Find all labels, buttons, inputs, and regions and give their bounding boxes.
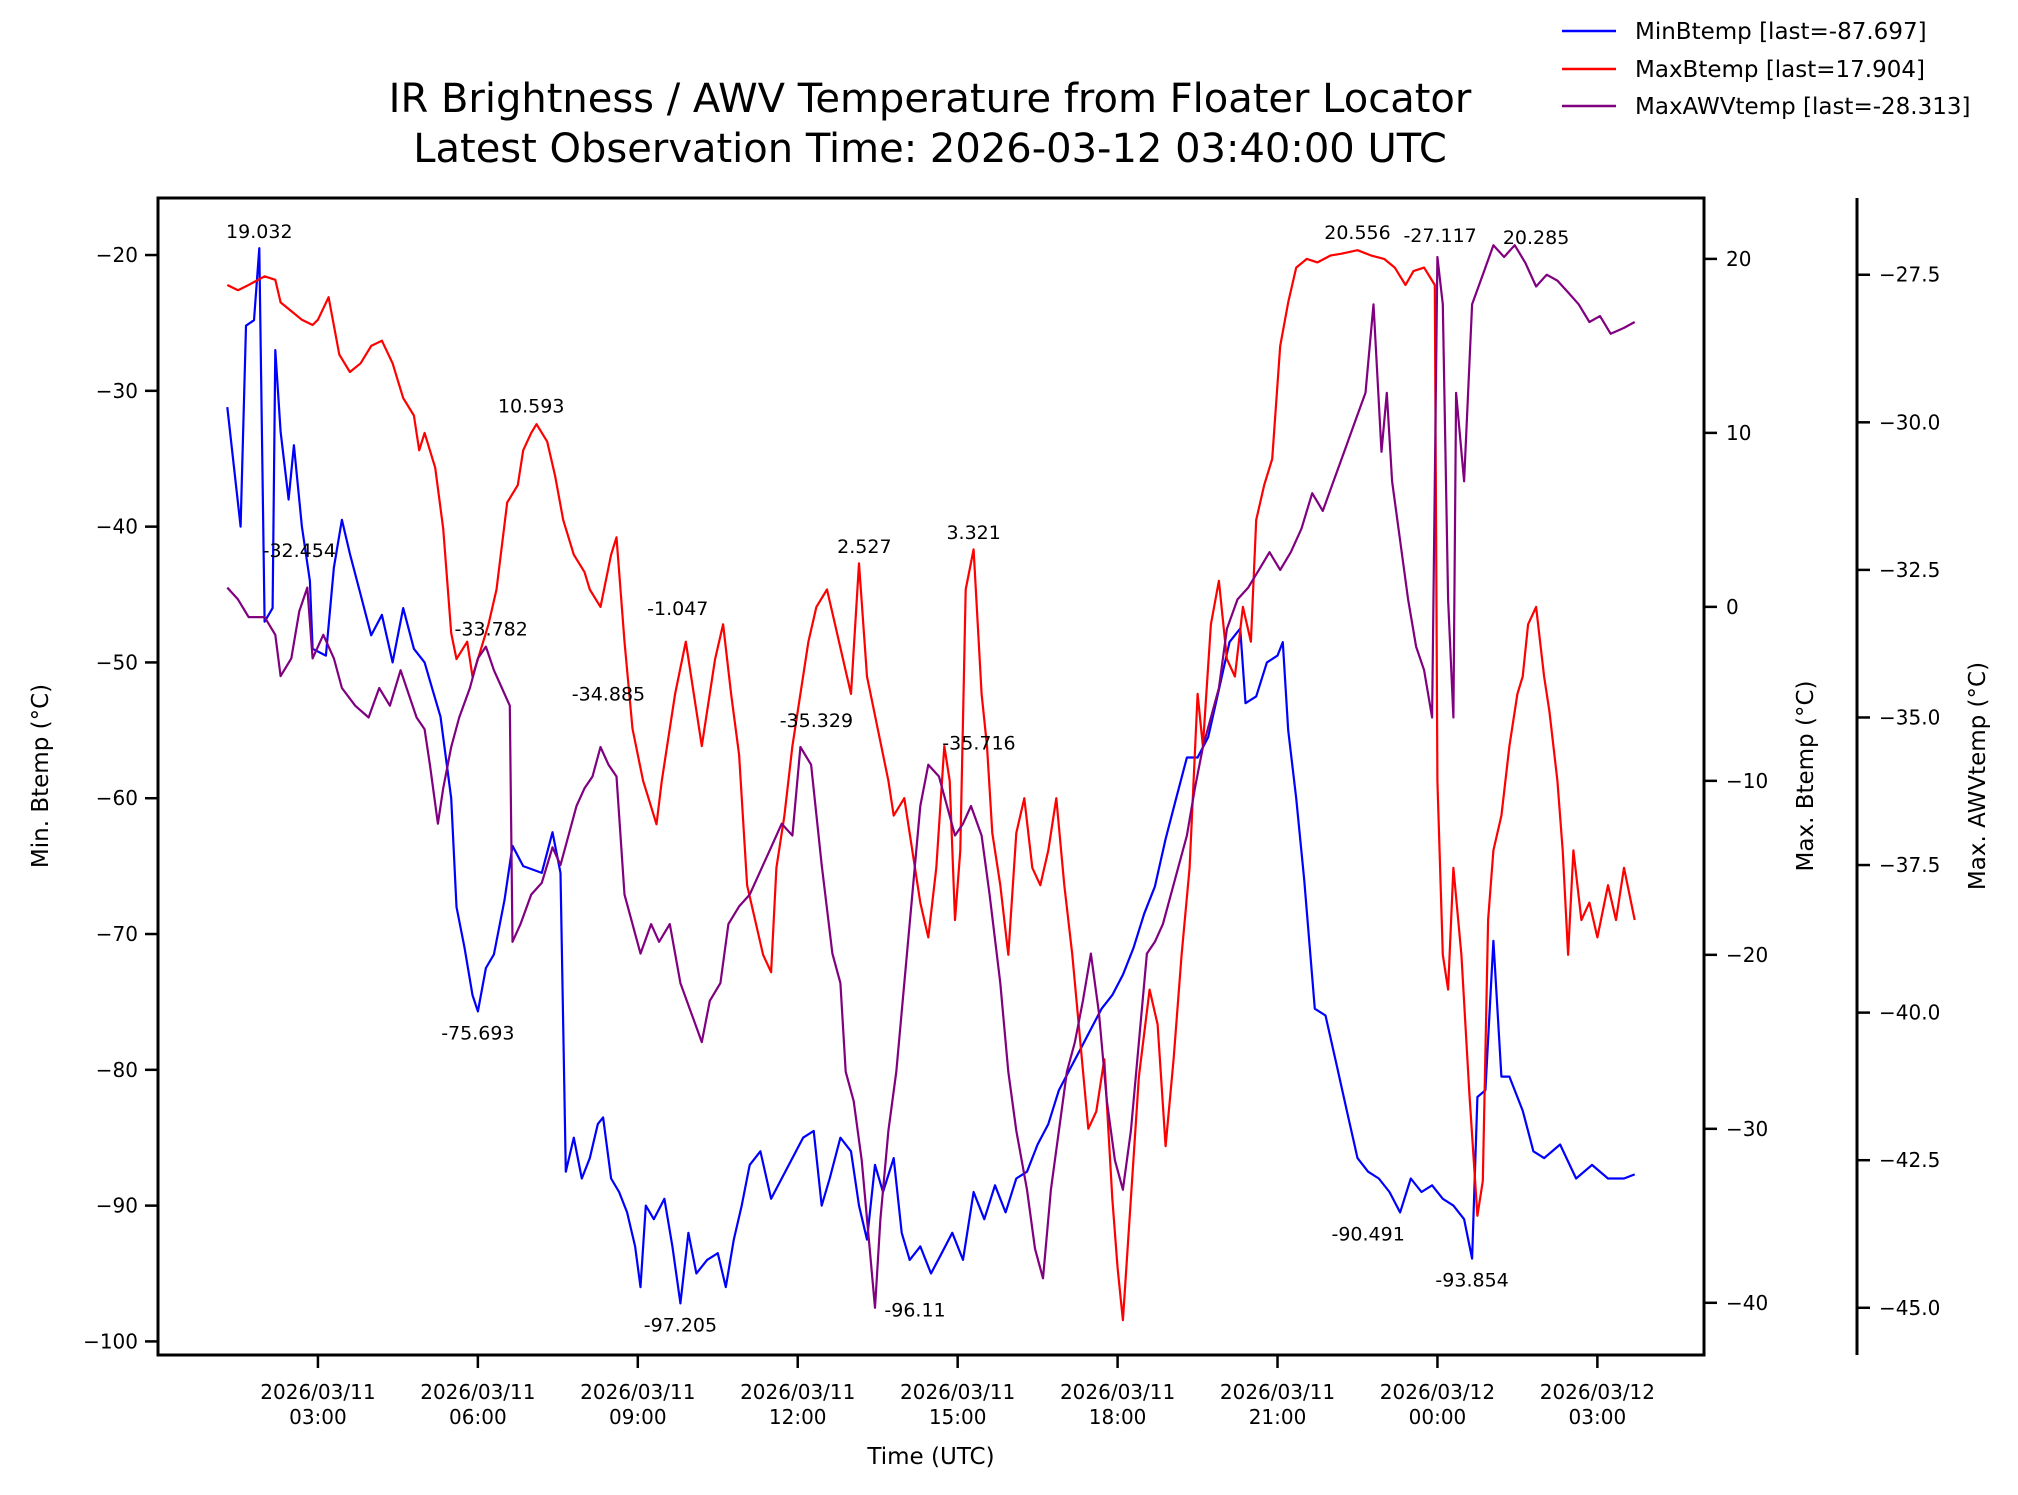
x-tick-label-time: 12:00 (769, 1405, 827, 1429)
chart-subtitle: Latest Observation Time: 2026-03-12 03:4… (413, 126, 1447, 172)
left-tick-label: −30 (96, 379, 138, 403)
outer-right-axis-ticks: −27.5 −30.0 −32.5 −35.0 −37.5 −40.0 −42.5 −45.0 (1857, 263, 1940, 1320)
data-label: 19.032 (226, 221, 292, 243)
left-tick-label: −20 (96, 243, 138, 267)
left-axis-label: Min. Btemp (°C) (28, 684, 54, 868)
data-label: -27.117 (1403, 225, 1476, 247)
x-tick-label-time: 03:00 (289, 1405, 347, 1429)
x-tick-label-time: 15:00 (929, 1405, 987, 1429)
outer-right-tick-label: −30.0 (1879, 410, 1940, 434)
x-axis-label: Time (UTC) (866, 1444, 994, 1470)
legend-label-maxawvtemp: MaxAWVtemp [last=-28.313] (1635, 94, 1970, 120)
right-tick-label: −30 (1726, 1117, 1768, 1141)
annotation-layer: 19.032 -75.693 -97.205 -96.11 -90.491 -93.854… (226, 221, 1569, 1336)
x-tick-label-date: 2026/03/11 (580, 1380, 695, 1404)
right-tick-label: −20 (1726, 943, 1768, 967)
outer-right-tick-label: −27.5 (1879, 263, 1940, 287)
right-tick-label: −40 (1726, 1291, 1768, 1315)
left-tick-label: −40 (96, 515, 138, 539)
x-tick-label-date: 2026/03/11 (420, 1380, 535, 1404)
right-tick-label: 10 (1726, 421, 1751, 445)
x-tick-label-date: 2026/03/11 (1060, 1380, 1175, 1404)
data-label: -93.854 (1435, 1270, 1508, 1292)
data-label: -35.329 (780, 710, 853, 732)
series-line-maxawvtemp (226, 244, 1636, 1309)
x-tick-label-date: 2026/03/11 (1220, 1380, 1335, 1404)
outer-right-axis-label: Max. AWVtemp (°C) (1965, 662, 1991, 890)
legend: MinBtemp [last=-87.697] MaxBtemp [last=1… (1562, 19, 1970, 120)
outer-right-tick-label: −35.0 (1879, 705, 1940, 729)
data-label: 3.321 (946, 522, 1000, 544)
outer-right-tick-label: −45.0 (1879, 1296, 1940, 1320)
data-label: -1.047 (647, 598, 708, 620)
data-label: -32.454 (263, 540, 336, 562)
data-label: -96.11 (884, 1299, 945, 1321)
series-layer (226, 244, 1636, 1322)
x-tick-label-time: 03:00 (1569, 1405, 1627, 1429)
left-axis-ticks: −20 −30 −40 −50 −60 −70 −80 −90 −100 (83, 243, 158, 1353)
data-label: -33.782 (455, 619, 528, 641)
series-line-minbtemp (226, 247, 1636, 1305)
left-tick-label: −80 (96, 1058, 138, 1082)
left-tick-label: −100 (83, 1329, 138, 1353)
legend-label-minbtemp: MinBtemp [last=-87.697] (1635, 19, 1927, 45)
x-tick-label-time: 18:00 (1089, 1405, 1147, 1429)
x-tick-label-date: 2026/03/12 (1540, 1380, 1655, 1404)
outer-right-tick-label: −40.0 (1879, 1001, 1940, 1025)
left-tick-label: −70 (96, 922, 138, 946)
data-label: 20.285 (1503, 227, 1569, 249)
chart-title: IR Brightness / AWV Temperature from Flo… (389, 76, 1472, 122)
x-tick-label-time: 09:00 (609, 1405, 667, 1429)
data-label: -97.205 (644, 1314, 717, 1336)
data-label: 10.593 (498, 396, 564, 418)
legend-label-maxbtemp: MaxBtemp [last=17.904] (1635, 57, 1925, 83)
right-axis-label: Max. Btemp (°C) (1793, 681, 1819, 872)
x-tick-label-date: 2026/03/11 (740, 1380, 855, 1404)
x-tick-label-time: 00:00 (1409, 1405, 1467, 1429)
data-label: 2.527 (837, 536, 891, 558)
right-axis-ticks: 20 10 0 −10 −20 −30 −40 (1704, 247, 1768, 1315)
data-label: -35.716 (942, 733, 1015, 755)
left-tick-label: −90 (96, 1194, 138, 1218)
data-label: -90.491 (1331, 1223, 1404, 1245)
data-label: -34.885 (572, 684, 645, 706)
data-label: 20.556 (1324, 222, 1390, 244)
outer-right-tick-label: −42.5 (1879, 1148, 1940, 1172)
right-tick-label: −10 (1726, 769, 1768, 793)
x-axis-ticks: 2026/03/1103:002026/03/1106:002026/03/11… (260, 1355, 1655, 1429)
right-tick-label: 0 (1726, 595, 1739, 619)
x-tick-label-date: 2026/03/11 (260, 1380, 375, 1404)
left-tick-label: −50 (96, 650, 138, 674)
x-tick-label-time: 21:00 (1249, 1405, 1307, 1429)
x-tick-label-date: 2026/03/12 (1380, 1380, 1495, 1404)
x-tick-label-date: 2026/03/11 (900, 1380, 1015, 1404)
plot-frame (156, 196, 1706, 1357)
data-label: -75.693 (441, 1022, 514, 1044)
right-tick-label: 20 (1726, 247, 1751, 271)
outer-right-tick-label: −37.5 (1879, 853, 1940, 877)
left-tick-label: −60 (96, 786, 138, 810)
outer-right-tick-label: −32.5 (1879, 558, 1940, 582)
x-tick-label-time: 06:00 (449, 1405, 507, 1429)
